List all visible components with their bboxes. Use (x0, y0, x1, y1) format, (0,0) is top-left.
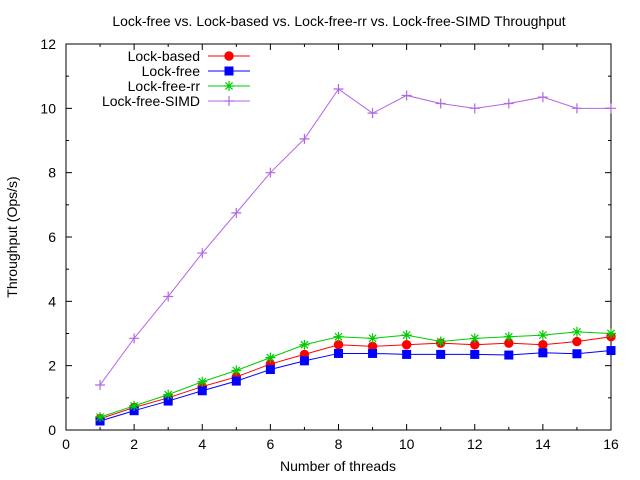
data-point (163, 291, 174, 302)
data-point (538, 340, 548, 350)
legend-marker (224, 96, 234, 106)
x-tick-label: 16 (603, 436, 619, 452)
data-point (299, 356, 309, 366)
data-point (435, 98, 446, 109)
data-point (435, 336, 446, 347)
series-line (99, 88, 611, 386)
series-line (99, 331, 612, 418)
y-tick-label: 8 (48, 165, 56, 181)
data-point (163, 389, 174, 400)
data-point (367, 108, 378, 119)
series-lock-free (95, 346, 616, 426)
data-point (231, 207, 242, 218)
data-point (333, 331, 344, 342)
x-tick-label: 12 (467, 436, 483, 452)
data-point (197, 248, 208, 259)
data-point (129, 400, 140, 411)
data-point (572, 349, 582, 359)
data-point (606, 328, 616, 339)
y-tick-label: 12 (40, 36, 56, 52)
data-point (265, 365, 275, 375)
y-axis-label: Throughput (Ops/s) (4, 176, 20, 297)
data-point (333, 340, 344, 350)
x-tick-label: 4 (198, 436, 206, 452)
y-tick-label: 4 (48, 293, 56, 309)
series-line (99, 350, 612, 422)
data-point (367, 333, 378, 344)
data-point (469, 333, 480, 344)
data-point (571, 103, 582, 114)
data-point (469, 103, 480, 114)
series-line (99, 336, 612, 420)
data-point (368, 348, 378, 358)
data-point (299, 339, 310, 350)
data-point (470, 349, 480, 359)
data-point (333, 84, 344, 95)
data-point (334, 348, 343, 358)
data-point (503, 331, 514, 342)
y-tick-label: 0 (48, 422, 56, 438)
legend-marker (224, 66, 234, 76)
data-point (163, 396, 173, 406)
data-point (606, 346, 616, 356)
x-tick-label: 10 (399, 436, 415, 452)
legend-marker (224, 81, 234, 91)
series-layer (95, 84, 616, 426)
legend-label: Lock-based (128, 48, 200, 64)
x-axis: 0 2 4 6 8 10 12 14 16 (62, 44, 619, 452)
data-point (401, 340, 412, 350)
series-lock-free-rr (95, 326, 616, 423)
y-tick-label: 6 (48, 229, 56, 245)
legend-marker (224, 51, 234, 61)
legend-label: Lock-free-SIMD (102, 93, 200, 109)
data-point (504, 350, 514, 360)
legend-label: Lock-free-rr (128, 78, 201, 94)
data-point (95, 412, 106, 423)
data-point (197, 376, 208, 387)
x-axis-label: Number of threads (280, 458, 396, 474)
series-lock-free-simd (95, 84, 616, 390)
data-point (436, 349, 446, 359)
x-tick-label: 0 (62, 436, 70, 452)
legend: Lock-basedLock-freeLock-free-rrLock-free… (102, 48, 250, 109)
x-tick-label: 2 (130, 436, 138, 452)
x-tick-label: 6 (266, 436, 274, 452)
data-point (571, 326, 582, 337)
data-point (401, 330, 412, 341)
data-point (402, 349, 412, 359)
data-point (231, 376, 241, 386)
data-point (538, 348, 548, 358)
data-point (299, 133, 310, 144)
x-tick-label: 8 (335, 436, 343, 452)
y-tick-label: 2 (48, 358, 56, 374)
x-tick-label: 14 (535, 436, 551, 452)
data-point (129, 333, 140, 344)
data-point (95, 379, 106, 390)
data-point (503, 98, 514, 109)
data-point (572, 336, 582, 347)
chart-title: Lock-free vs. Lock-based vs. Lock-free-r… (112, 13, 565, 29)
data-point (197, 386, 207, 396)
data-point (537, 92, 548, 103)
data-point (537, 330, 548, 341)
series-lock-based (95, 332, 616, 424)
legend-label: Lock-free (142, 63, 201, 79)
data-point (265, 352, 276, 363)
y-axis: 0 2 4 6 8 10 12 (40, 36, 611, 438)
y-tick-label: 10 (40, 100, 56, 116)
data-point (606, 103, 616, 114)
data-point (231, 365, 242, 376)
data-point (265, 167, 276, 178)
data-point (401, 90, 412, 101)
